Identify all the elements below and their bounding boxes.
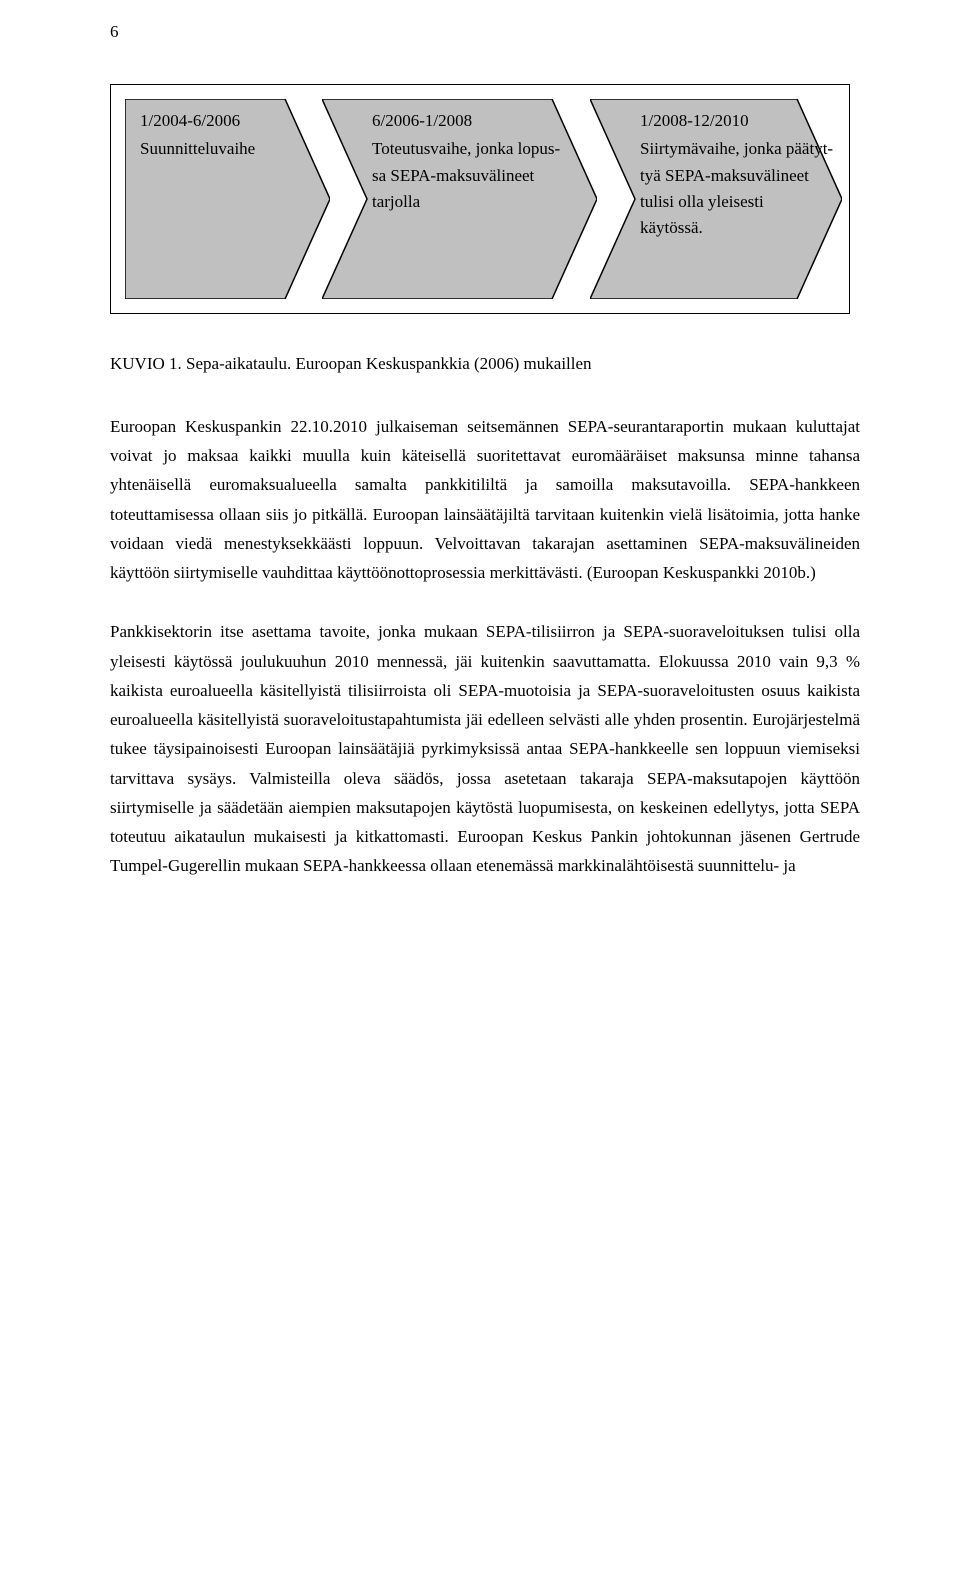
arrow-3-line-2: tulisi olla yleisesti (640, 192, 764, 211)
arrow-2-title: 6/2006-1/2008 (372, 108, 587, 134)
arrow-2-line-2: tarjolla (372, 192, 420, 211)
arrow-3-line-3: käytössä. (640, 218, 703, 237)
arrow-1-line-0: Suunnitteluvaihe (140, 139, 255, 158)
arrow-3-line-0: Siirtymävaihe, jonka päätyt- (640, 139, 833, 158)
diagram-caption: KUVIO 1. Sepa-aikataulu. Euroopan Keskus… (110, 354, 860, 374)
timeline-diagram: 1/2004-6/2006 Suunnitteluvaihe 6/2006-1/… (110, 84, 850, 314)
page-number: 6 (110, 22, 119, 42)
body-paragraph-1: Euroopan Keskuspankin 22.10.2010 julkais… (110, 412, 860, 587)
arrow-text-2: 6/2006-1/2008 Toteutusvaihe, jonka lopus… (372, 108, 587, 215)
arrow-text-1: 1/2004-6/2006 Suunnitteluvaihe (140, 108, 295, 163)
arrow-2-line-1: sa SEPA-maksuvälineet (372, 166, 534, 185)
arrow-2-line-0: Toteutusvaihe, jonka lopus- (372, 139, 560, 158)
arrow-3-title: 1/2008-12/2010 (640, 108, 845, 134)
body-paragraph-2: Pankkisektorin itse asettama tavoite, jo… (110, 617, 860, 880)
arrow-text-3: 1/2008-12/2010 Siirtymävaihe, jonka päät… (640, 108, 845, 242)
arrow-3-line-1: tyä SEPA-maksuvälineet (640, 166, 809, 185)
arrow-1-title: 1/2004-6/2006 (140, 108, 295, 134)
document-page: 6 1/2004-6/2006 Suunnitteluvaihe 6/2006-… (0, 0, 960, 971)
